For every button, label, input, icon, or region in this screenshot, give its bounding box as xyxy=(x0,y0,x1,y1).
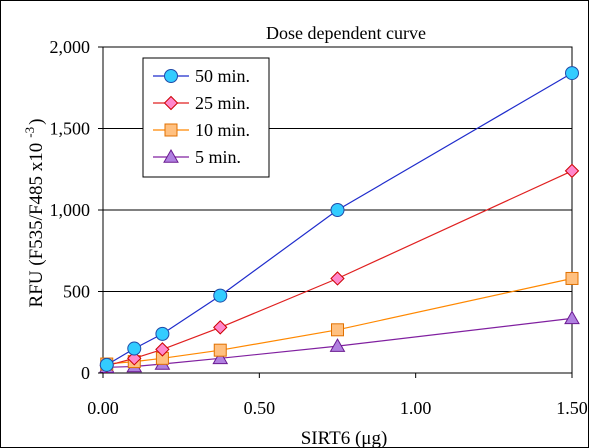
data-point xyxy=(213,288,228,303)
legend-label: 10 min. xyxy=(195,120,250,140)
legend-marker xyxy=(163,148,179,163)
data-point xyxy=(565,66,579,81)
x-tick-label: 0.50 xyxy=(244,398,276,418)
y-tick-label: 500 xyxy=(63,282,90,302)
data-point xyxy=(331,323,344,337)
legend-item: 5 min. xyxy=(153,147,241,167)
data-point xyxy=(213,343,227,357)
tick-labels: 0 500 1,000 1,500 2,000 0.00 0.50 1.00 1.50 xyxy=(50,37,588,418)
data-point xyxy=(155,342,170,357)
x-axis-label: SIRT6 (μg) xyxy=(301,428,388,448)
data-point xyxy=(564,310,580,325)
y-tick-label: 1,500 xyxy=(50,119,91,139)
legend-label: 25 min. xyxy=(195,93,250,113)
legend-item: 25 min. xyxy=(153,93,250,113)
y-axis-label: RFU (F535/F485 x10 -3) xyxy=(22,119,47,308)
legend-label: 5 min. xyxy=(195,147,241,167)
legend: 50 min. 25 min. 10 min. 5 min. xyxy=(142,57,270,178)
data-point xyxy=(127,341,142,356)
legend-item: 10 min. xyxy=(153,120,250,140)
data-point xyxy=(565,271,579,285)
data-point xyxy=(99,357,114,372)
legend-marker xyxy=(164,123,178,137)
series-layer xyxy=(98,66,580,374)
data-point xyxy=(212,350,229,365)
y-axis-label-exponent: -3 xyxy=(22,127,37,138)
data-point xyxy=(213,320,228,335)
y-axis-label-close: ) xyxy=(26,119,47,125)
legend-label: 50 min. xyxy=(195,66,250,86)
data-point xyxy=(564,163,580,179)
x-tick-label: 1.00 xyxy=(400,398,432,418)
data-point xyxy=(127,351,142,366)
x-axis-label-text: SIRT6 (μg) xyxy=(301,428,388,448)
data-point xyxy=(155,326,170,341)
data-point xyxy=(329,338,346,352)
legend-marker xyxy=(164,69,178,83)
x-tick-label: 1.50 xyxy=(556,398,588,418)
chart-title: Dose dependent curve xyxy=(266,23,426,43)
y-tick-label: 1,000 xyxy=(50,200,91,220)
y-tick-label: 2,000 xyxy=(50,37,91,57)
series-circle xyxy=(99,66,579,372)
legend-marker xyxy=(163,95,179,111)
x-tick-label: 0.00 xyxy=(87,398,119,418)
data-point xyxy=(330,203,345,217)
legend-item: 50 min. xyxy=(153,66,250,86)
data-point xyxy=(330,271,345,286)
y-tick-label: 0 xyxy=(81,363,90,383)
y-axis-label-main: RFU (F535/F485 x10 xyxy=(26,143,47,308)
